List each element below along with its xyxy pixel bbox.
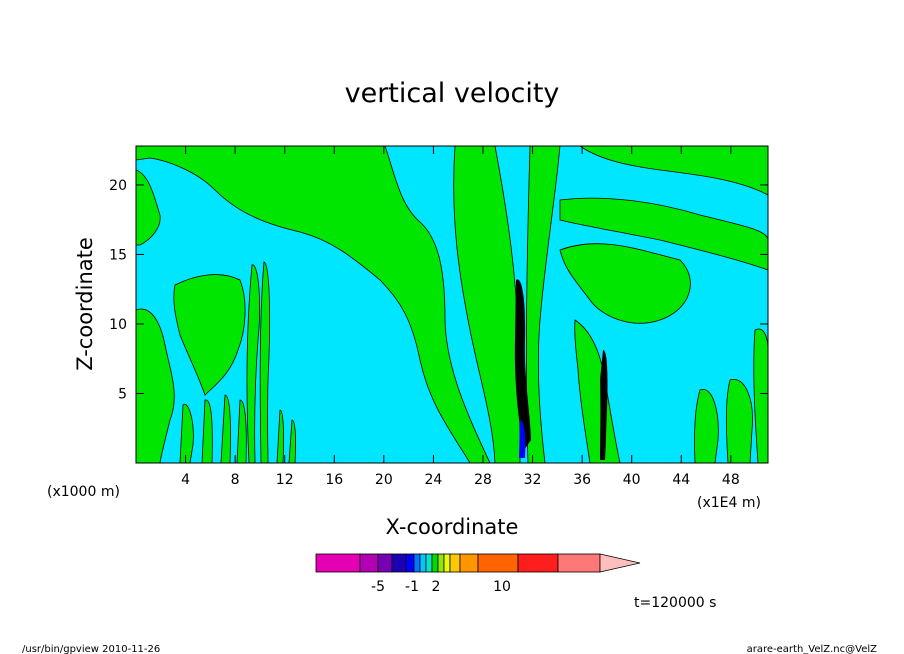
plot-frame	[135, 145, 769, 464]
colorbar-swatch	[477, 553, 519, 573]
x-tick-label: 12	[276, 472, 294, 488]
colorbar-label: 2	[432, 579, 441, 595]
colorbar-swatch	[359, 553, 379, 573]
x-tick-label: 24	[424, 472, 442, 488]
strong-downdraft	[519, 420, 526, 458]
colorbar-swatch	[425, 553, 433, 573]
colorbar-arrow	[599, 553, 641, 573]
colorbar-swatch	[431, 553, 439, 573]
x-axis-ticks: 4 8 12 16 20 24 28 32 36 40 44 48	[181, 146, 740, 488]
colorbar-swatch	[449, 553, 461, 573]
x-tick-label: 28	[474, 472, 492, 488]
x-tick-label: 4	[181, 472, 190, 488]
positive-region	[453, 146, 521, 463]
colorbar-label: 10	[493, 579, 511, 595]
strong-updraft	[600, 350, 608, 460]
positive-region	[136, 169, 161, 246]
positive-region	[136, 308, 175, 463]
positive-region	[288, 419, 296, 463]
colorbar-swatch	[459, 553, 479, 573]
positive-region	[276, 409, 284, 463]
y-tick-label: 20	[109, 178, 127, 194]
x-tick-label: 44	[672, 472, 690, 488]
x-tick-label: 32	[524, 472, 542, 488]
x-scale-note: (x1000 m)	[47, 484, 120, 500]
colorbar: -5 -1 2 10	[315, 553, 641, 595]
colorbar-label: -1	[405, 579, 419, 595]
positive-region	[179, 403, 194, 463]
x-tick-label: 8	[231, 472, 240, 488]
colorbar-swatch	[443, 553, 451, 573]
positive-region	[579, 146, 768, 196]
colorbar-label: -5	[371, 579, 385, 595]
chart-title: vertical velocity	[345, 78, 560, 109]
footer-right: arare-earth_VelZ.nc@VelZ	[747, 644, 878, 654]
y-tick-label: 5	[118, 386, 127, 402]
positive-region	[136, 146, 491, 463]
strong-updraft	[514, 279, 531, 450]
colorbar-swatch	[437, 553, 445, 573]
x-axis-label: X-coordinate	[386, 515, 519, 539]
colorbar-swatch	[413, 553, 421, 573]
footer-left: /usr/bin/gpview 2010-11-26	[22, 644, 160, 654]
positive-region	[246, 264, 261, 463]
y-axis-label: Z-coordinate	[73, 237, 97, 371]
y-scale-note: (x1E4 m)	[697, 495, 761, 511]
positive-region	[173, 274, 246, 396]
positive-region	[694, 389, 719, 463]
colorbar-swatch	[405, 553, 415, 573]
positive-region	[259, 261, 271, 463]
colorbar-swatch	[377, 553, 393, 573]
positive-region	[725, 379, 753, 463]
colorbar-swatch	[419, 553, 427, 573]
y-axis-ticks: 5 10 15 20	[109, 178, 768, 402]
x-tick-label: 16	[325, 472, 343, 488]
x-tick-label: 20	[375, 472, 393, 488]
positive-region	[574, 319, 621, 463]
x-tick-label: 40	[623, 472, 641, 488]
positive-region	[525, 146, 561, 463]
positive-region	[559, 243, 691, 324]
colorbar-swatch	[315, 553, 361, 573]
colorbar-swatch	[517, 553, 559, 573]
x-tick-label: 48	[722, 472, 740, 488]
y-tick-label: 10	[109, 317, 127, 333]
time-label: t=120000 s	[634, 595, 716, 611]
colorbar-swatch	[557, 553, 601, 573]
colorbar-swatch	[391, 553, 407, 573]
y-tick-label: 15	[109, 247, 127, 263]
x-tick-label: 36	[573, 472, 591, 488]
